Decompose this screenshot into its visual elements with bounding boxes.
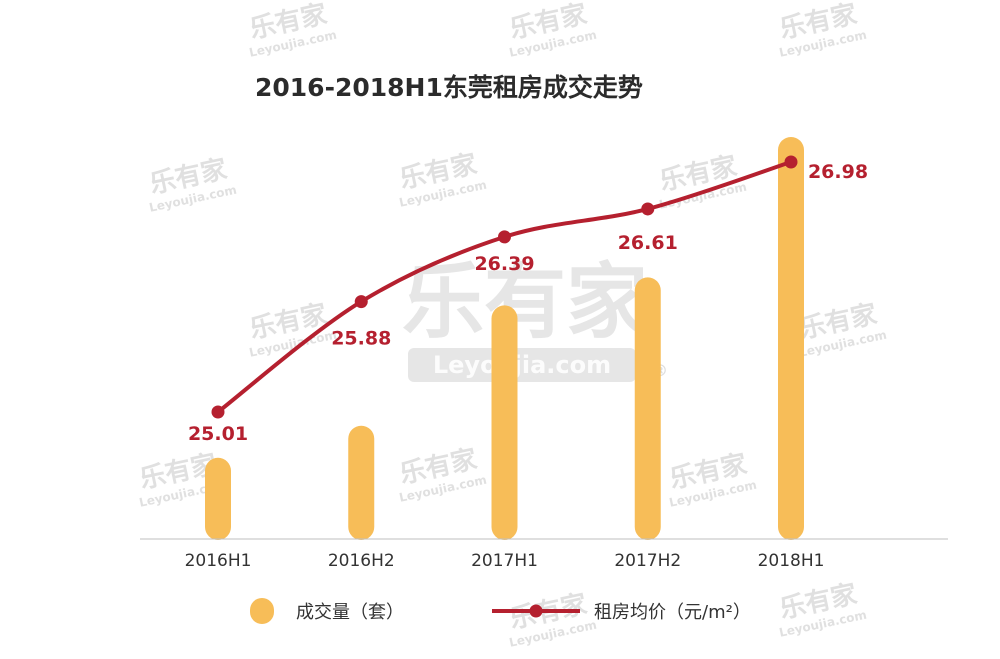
watermark-logo-banner — [408, 348, 636, 382]
price-label-2016H1: 25.01 — [188, 423, 248, 445]
price-point-2016H2 — [354, 295, 368, 309]
legend-bar-label: 成交量（套） — [296, 602, 404, 623]
legend-line-label: 租房均价（元/m²） — [594, 602, 751, 623]
bar-2017H1 — [491, 305, 518, 540]
price-point-2016H1 — [211, 405, 225, 419]
watermark-logo-text: 乐有家 — [402, 255, 648, 350]
x-tick-label: 2017H2 — [614, 551, 681, 571]
bar-2018H1 — [778, 137, 804, 540]
chart-title: 2016-2018H1东莞租房成交走势 — [255, 73, 643, 102]
price-label-2016H2: 25.88 — [331, 328, 391, 350]
price-label-2017H2: 26.61 — [618, 232, 678, 254]
price-point-2017H2 — [641, 202, 655, 216]
x-tick-label: 2018H1 — [758, 551, 825, 571]
price-label-2017H1: 26.39 — [474, 253, 534, 275]
price-point-2017H1 — [498, 230, 511, 244]
bar-2016H2 — [348, 425, 375, 540]
x-tick-label: 2017H1 — [471, 551, 538, 571]
watermark-logo-domain: Leyoujia.com — [433, 351, 611, 379]
bar-2017H2 — [634, 277, 661, 540]
price-point-2018H1 — [784, 155, 798, 169]
x-tick-label: 2016H1 — [185, 551, 252, 571]
legend-bar-swatch — [250, 598, 274, 624]
bar-2016H1 — [205, 457, 231, 540]
price-label-2018H1: 26.98 — [808, 161, 868, 183]
legend-line-marker — [529, 604, 543, 618]
x-tick-label: 2016H2 — [328, 551, 395, 571]
